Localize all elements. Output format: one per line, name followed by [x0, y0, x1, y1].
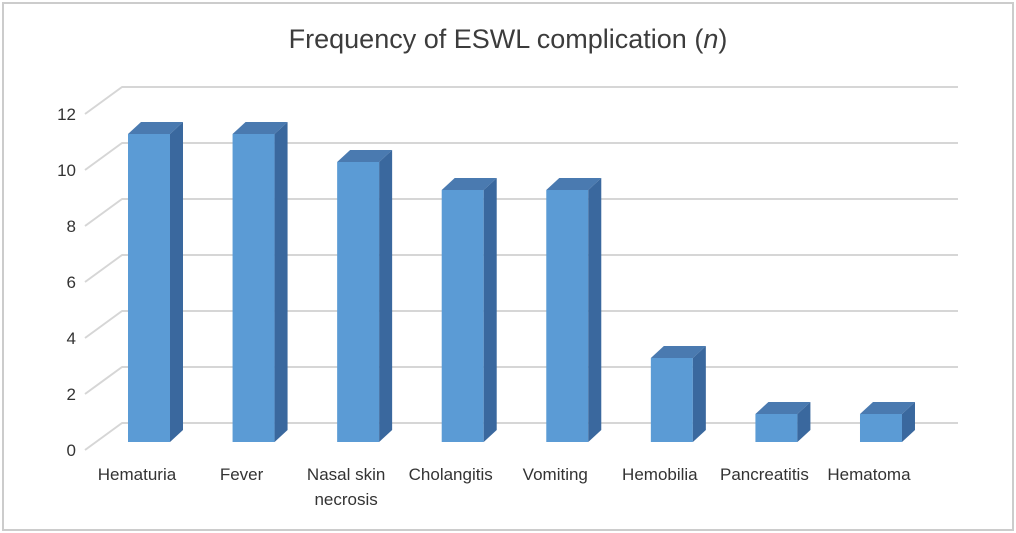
bar-hematuria	[128, 122, 183, 442]
x-category-label-fever: Fever	[220, 465, 264, 484]
bar-side-fever	[274, 122, 288, 442]
x-category-label-vomiting: Vomiting	[523, 465, 588, 484]
gridline-4	[84, 310, 958, 339]
bar-vomiting	[546, 178, 602, 442]
x-category-label-cholangitis: Cholangitis	[409, 465, 493, 484]
chart-title-text: Frequency of ESWL complication (	[288, 24, 704, 54]
x-category-label-hematuria: Hematuria	[98, 465, 177, 484]
gridlines	[84, 86, 958, 451]
bar-front-hematuria	[128, 134, 170, 442]
y-tick-label-2: 2	[67, 385, 76, 404]
bar-top-pancreatitis	[755, 402, 811, 414]
bar-front-nasal-skin-necrosis	[337, 162, 380, 442]
bar-top-vomiting	[546, 178, 602, 190]
bar-side-nasal-skin-necrosis	[379, 150, 393, 442]
bar-side-hemobilia	[692, 346, 706, 442]
bar-hematoma	[859, 402, 915, 442]
gridline-8	[84, 198, 958, 227]
y-tick-label-10: 10	[57, 161, 76, 180]
y-tick-label-6: 6	[67, 273, 76, 292]
bar-side-cholangitis	[483, 178, 497, 442]
bar-top-cholangitis	[441, 178, 497, 190]
bar-front-hemobilia	[650, 358, 693, 442]
x-category-label-pancreatitis: Pancreatitis	[720, 465, 809, 484]
bar-fever	[232, 122, 288, 442]
bar-front-vomiting	[546, 190, 589, 442]
chart-title-italic-n: n	[703, 24, 719, 54]
chart-title: Frequency of ESWL complication (n)	[0, 24, 1016, 55]
y-tick-label-12: 12	[57, 105, 76, 124]
x-category-label-nasal-skin-necrosis: Nasal skin necrosis	[307, 465, 385, 509]
bar-side-pancreatitis	[797, 402, 811, 442]
bar-front-pancreatitis	[755, 414, 798, 442]
y-tick-label-4: 4	[67, 329, 76, 348]
chart-title-suffix: )	[718, 24, 728, 54]
bar-pancreatitis	[755, 402, 811, 442]
bar-top-hematoma	[859, 402, 915, 414]
y-tick-label-8: 8	[67, 217, 76, 236]
bar-cholangitis	[441, 178, 497, 442]
bar-top-nasal-skin-necrosis	[337, 150, 393, 162]
bar-side-hematuria	[170, 122, 183, 442]
x-category-label-hemobilia: Hemobilia	[622, 465, 698, 484]
gridline-10	[84, 142, 958, 171]
bars	[128, 122, 915, 442]
bar-top-hemobilia	[650, 346, 706, 358]
bar-front-fever	[232, 134, 275, 442]
gridline-0	[84, 422, 958, 451]
gridline-12	[84, 86, 958, 115]
bar-hemobilia	[650, 346, 706, 442]
gridline-6	[84, 254, 958, 283]
x-category-label-hematoma: Hematoma	[827, 465, 911, 484]
y-tick-label-0: 0	[67, 441, 76, 460]
gridline-2	[84, 366, 958, 395]
bar-front-cholangitis	[441, 190, 484, 442]
bar-nasal-skin-necrosis	[337, 150, 393, 442]
bar-top-fever	[232, 122, 288, 134]
bar-side-vomiting	[588, 178, 602, 442]
bar-top-hematuria	[128, 122, 183, 134]
bar-side-hematoma	[901, 402, 915, 442]
bar-front-hematoma	[859, 414, 902, 442]
x-axis-category-labels: Hematuria Fever Nasal skin necrosis Cholangi…	[98, 465, 911, 509]
y-axis-tick-labels: 0 2 4 6 8 10 12	[57, 105, 76, 460]
